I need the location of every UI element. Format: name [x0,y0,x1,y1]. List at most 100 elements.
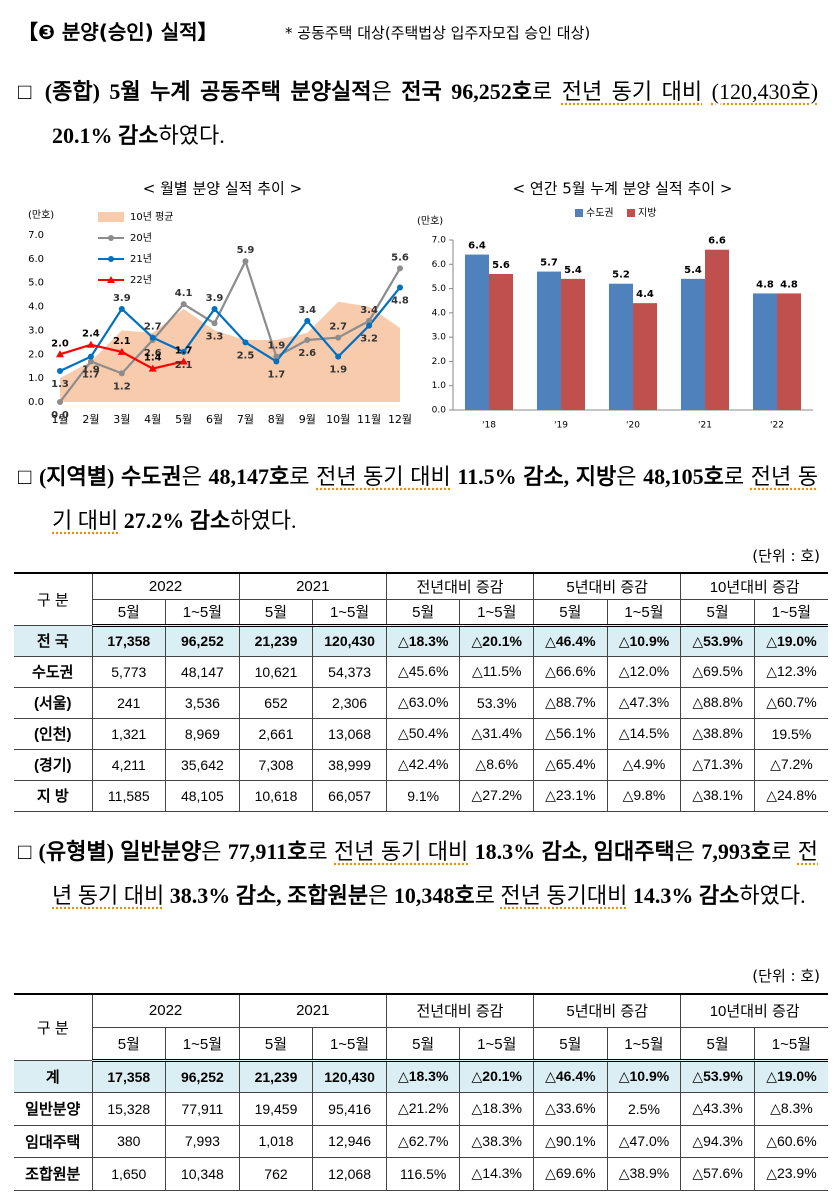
cell: 1,018 [238,1124,314,1158]
text-run: (120,430호) [711,79,819,104]
cell: △94.3% [680,1124,755,1158]
cell: △43.3% [680,1092,755,1126]
cell: △53.9% [680,624,755,657]
marker [273,358,280,365]
text-run: 로 [289,464,310,489]
subheader-cell: 1~5월 [165,1026,240,1062]
cell: △46.4% [533,1059,608,1093]
data-label: 4.8 [756,279,774,290]
y-tick-label: 0.0 [432,406,447,416]
cell: △65.4% [533,748,608,781]
paragraph: □ (지역별) 수도권은 48,147호로 전년 동기 대비 11.5% 감소,… [18,455,818,543]
legend-marker [108,256,114,262]
cell: △21.2% [385,1092,461,1126]
bar [681,278,705,410]
y-tick-label: 1.0 [432,381,447,391]
row-label: 지 방 [14,779,93,812]
line [59,286,401,372]
cell: 7,993 [165,1124,240,1158]
cell: △18.3% [459,1092,535,1126]
legend-label: 21년 [130,253,152,265]
cell: 21,239 [238,1059,314,1093]
cell: △60.7% [753,686,828,719]
text-run: (지역별) 수도권 [38,464,182,489]
data-label: 3.2 [360,334,378,345]
cell: △20.1% [459,1059,535,1093]
cell: △11.5% [459,655,535,688]
x-tick-label: 2월 [82,413,99,426]
cell: 7,308 [238,748,314,781]
header-cell: 구 분 [14,993,93,1061]
cell: △38.8% [680,717,755,750]
text-run: □ [18,464,33,489]
data-label: 5.6 [391,252,409,263]
table-head: 구 분 2022 2021 전년대비 증감 5년대비 증감 10년대비 증감 5월 1~5월 5… [14,993,828,1062]
bar [609,283,633,410]
table-row: (인천) 1,321 8,969 2,661 13,068 △50.4% △31.4% △56… [14,717,828,750]
text-run: 전년 동기 대비 [52,464,819,533]
legend-label: 20년 [130,232,152,244]
row-label: 수도권 [14,655,93,688]
marker [118,305,125,312]
text-run: 로 [474,883,495,908]
cell: 1,321 [91,717,167,750]
row-label: 전 국 [14,624,93,657]
cell: △10.9% [606,624,682,657]
cell: △14.3% [459,1157,535,1191]
cell: △60.6% [753,1124,828,1158]
text-run: 은 [368,883,389,908]
text-run: 전국 96,252호 [401,79,532,104]
text-run: 은 [371,79,392,104]
y-tick-label: 4.0 [432,308,447,318]
data-label: 4.8 [780,279,798,290]
text-run: 로 [771,839,792,864]
data-label: 5.6 [492,260,510,271]
table-row: 수도권 5,773 48,147 10,621 54,373 △45.6% △11.5% △6… [14,655,828,688]
text-run: 77,911호 [227,839,308,864]
cell: △63.0% [385,686,461,719]
text-run: 하였다. [230,508,297,533]
legend-label: 10년 평균 [130,211,174,223]
cell: △88.8% [680,686,755,719]
header-cell: 5년대비 증감 [533,993,682,1028]
table-head: 구 분 2022 2021 전년대비 증감 5년대비 증감 10년대비 증감 5월 1~5월 5… [14,572,828,627]
x-tick-label: '18 [482,421,496,431]
cell: △46.4% [533,624,608,657]
data-label: 5.4 [564,265,582,276]
data-label: 6.6 [708,236,726,247]
data-label: 5.7 [540,258,558,269]
marker [87,353,94,360]
cell: 77,911 [165,1092,240,1126]
cell: △27.2% [459,779,535,812]
subheader-cell: 1~5월 [459,1026,535,1062]
y-tick-label: 7.0 [28,230,44,241]
data-label: 1.2 [113,381,131,392]
cell: 48,105 [165,779,240,812]
legend-label: 수도권 [586,207,614,219]
x-tick-label: 6월 [206,413,223,426]
section-note: * 공동주택 대상(주택법상 입주자모집 승인 대상) [285,24,591,42]
data-label: 2.6 [298,348,316,359]
cell: 38,999 [312,748,387,781]
y-tick-label: 3.0 [432,333,447,343]
x-tick-label: 7월 [237,413,254,426]
cell: △38.9% [606,1157,682,1191]
cell: △38.3% [459,1124,535,1158]
row-label: (서울) [14,686,93,719]
bar [465,254,489,410]
y-tick-label: 2.0 [28,349,44,360]
bar [633,303,657,410]
header-cell: 2021 [238,572,387,600]
marker [56,350,64,358]
text-run: 전년 동기대비 [500,883,628,908]
marker [273,353,280,360]
text-run: 로 [723,464,745,489]
cell: 120,430 [312,624,387,657]
x-tick-label: 5월 [175,413,192,426]
text-run: 11.5% 감소, 지방 [457,464,617,489]
y-tick-label: 1.0 [28,373,44,384]
cell: △20.1% [459,624,535,657]
cell: △47.3% [606,686,682,719]
text-run: 27.2% 감소 [123,508,231,533]
text-run: 로 [307,839,328,864]
